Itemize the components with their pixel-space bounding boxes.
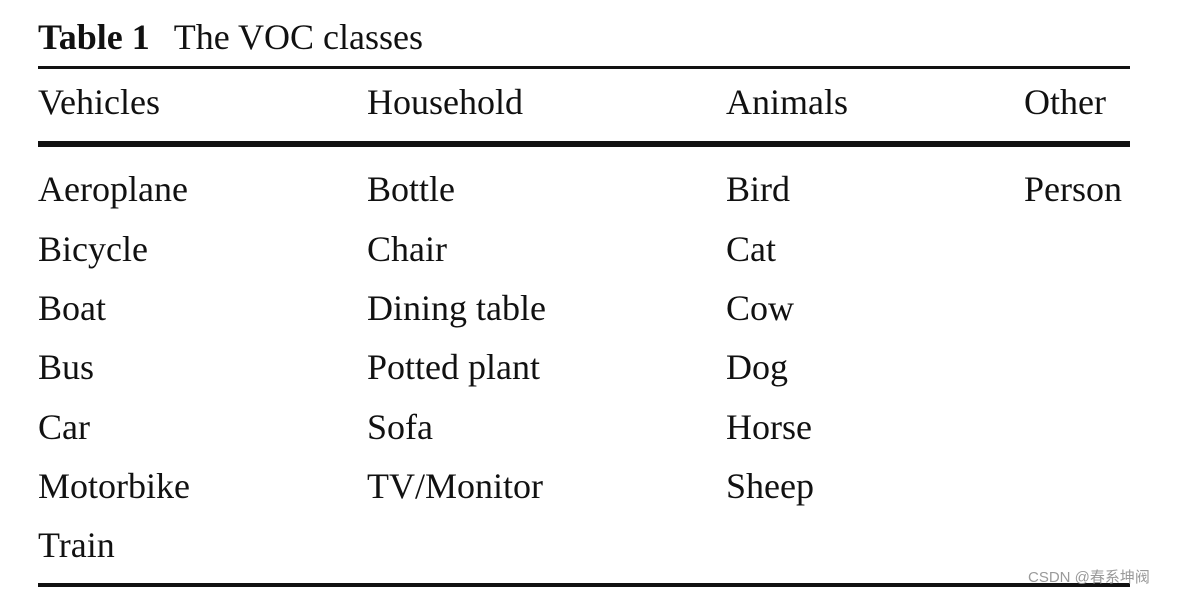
- table-cell: Car: [38, 407, 90, 447]
- table-cell: Cat: [726, 229, 776, 269]
- table-cell: Potted plant: [367, 347, 540, 387]
- table-caption: Table 1 The VOC classes: [38, 15, 423, 59]
- table-cell: Boat: [38, 288, 106, 328]
- table-cell: Cow: [726, 288, 795, 328]
- table-cell: TV/Monitor: [367, 466, 543, 506]
- table-cell: Dining table: [367, 288, 546, 328]
- table-cell: Chair: [367, 229, 447, 269]
- table-cell: Aeroplane: [38, 169, 188, 209]
- table-cell: Motorbike: [38, 466, 190, 506]
- caption-label: Table 1: [38, 17, 150, 57]
- column-header-animals: Animals: [726, 82, 848, 122]
- watermark: CSDN @春系坤阀: [1028, 569, 1150, 586]
- column-header-vehicles: Vehicles: [38, 82, 160, 122]
- table-cell: Bottle: [367, 169, 455, 209]
- table-cell: Bird: [726, 169, 791, 209]
- column-header-household: Household: [367, 82, 523, 122]
- table-cell: Person: [1024, 169, 1122, 209]
- table-cell: Sheep: [726, 466, 814, 506]
- table-cell: Sofa: [367, 407, 433, 447]
- bottom-rule: [38, 583, 1130, 587]
- table-cell: Bicycle: [38, 229, 148, 269]
- header-rule: [38, 141, 1130, 147]
- caption-text: The VOC classes: [173, 17, 424, 57]
- top-rule: [38, 66, 1130, 69]
- table-cell: Dog: [726, 347, 788, 387]
- column-header-other: Other: [1024, 82, 1106, 122]
- table-cell: Horse: [726, 407, 812, 447]
- table-cell: Bus: [38, 347, 95, 387]
- table-cell: Train: [38, 525, 115, 565]
